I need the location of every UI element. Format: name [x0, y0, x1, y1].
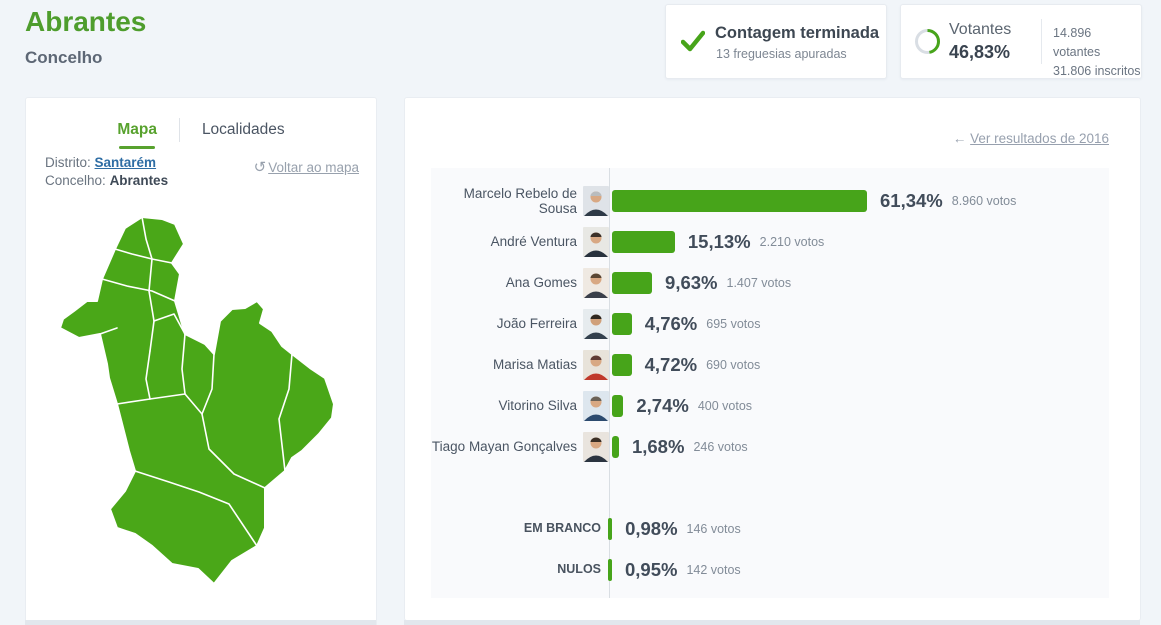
result-percent: 0,95% — [625, 558, 678, 580]
blank-votes-label: EM BRANCO — [523, 521, 601, 535]
map-tabs: Mapa Localidades — [26, 118, 376, 149]
breadcrumb: Distrito: Santarém Concelho: Abrantes — [45, 154, 168, 190]
result-row: André Ventura 15,13% 2.210 votos — [431, 221, 1109, 262]
result-row: Tiago Mayan Gonçalves 1,68% 246 votos — [431, 426, 1109, 467]
turnout-label: Votantes — [949, 21, 1012, 38]
candidate-name: Marisa Matias — [492, 357, 577, 372]
results-2016-link[interactable]: ← Ver resultados de 2016 — [953, 131, 1109, 146]
back-to-map-label: Voltar ao mapa — [268, 160, 359, 175]
turnout-voters: 14.896 votantes — [1053, 26, 1101, 59]
result-votes: 1.407 votos — [726, 275, 792, 290]
back-to-map-link[interactable]: ↺ Voltar ao mapa — [254, 158, 359, 176]
result-votes: 690 votos — [706, 357, 761, 372]
result-percent: 4,72% — [644, 353, 698, 375]
result-bar — [612, 394, 624, 417]
result-votes: 246 votos — [693, 439, 748, 454]
result-votes: 146 votos — [686, 521, 741, 536]
candidate-name: Ana Gomes — [505, 275, 577, 290]
result-bar — [612, 353, 632, 376]
result-percent: 9,63% — [665, 271, 718, 293]
candidate-name: João Ferreira — [496, 316, 577, 331]
candidate-photo — [583, 185, 609, 216]
candidate-photo — [583, 431, 609, 462]
council-value: Abrantes — [109, 173, 169, 188]
result-row: Ana Gomes 9,63% 1.407 votos — [431, 262, 1109, 303]
count-status-title: Contagem terminada — [715, 24, 880, 42]
result-percent: 0,98% — [625, 517, 678, 539]
page-title: Abrantes — [25, 6, 147, 37]
candidate-photo — [583, 267, 609, 298]
result-votes: 142 votos — [686, 562, 741, 577]
result-row: Marisa Matias 4,72% 690 votos — [431, 344, 1109, 385]
map-panel: Mapa Localidades Distrito: Santarém Conc… — [25, 97, 377, 625]
result-votes: 2.210 votos — [759, 234, 825, 249]
candidate-photo — [583, 390, 609, 421]
result-votes: 8.960 votos — [951, 193, 1017, 208]
results-panel: ← Ver resultados de 2016 Marcelo Rebelo … — [404, 97, 1141, 621]
result-bar — [612, 271, 653, 294]
candidate-name: Tiago Mayan Gonçalves — [431, 439, 577, 454]
turnout-card: Votantes 46,83% 14.896 votantes 31.806 i… — [900, 4, 1142, 79]
council-label: Concelho: — [45, 173, 106, 188]
concelho-map[interactable] — [54, 204, 348, 596]
result-votes: 695 votos — [706, 316, 761, 331]
count-status-card: Contagem terminada 13 freguesias apurada… — [665, 4, 887, 79]
turnout-percent: 46,83% — [949, 42, 1011, 62]
tab-mapa[interactable]: Mapa — [95, 121, 179, 149]
result-percent: 15,13% — [687, 230, 751, 252]
turnout-numbers: 14.896 votantes 31.806 inscritos — [1053, 24, 1141, 81]
chart-spacer — [431, 467, 1109, 508]
count-status-subtitle: 13 freguesias apuradas — [716, 47, 847, 61]
result-row: João Ferreira 4,76% 695 votos — [431, 303, 1109, 344]
result-percent: 4,76% — [644, 312, 698, 334]
candidate-photo — [583, 226, 609, 257]
check-icon — [681, 30, 705, 52]
result-row: NULOS 0,95% 142 votos — [431, 549, 1109, 590]
district-label: Distrito: — [45, 155, 91, 170]
results-chart: Marcelo Rebelo de Sousa 61,34% 8.960 vot… — [431, 168, 1109, 598]
results-2016-label: Ver resultados de 2016 — [970, 131, 1109, 146]
result-votes: 400 votos — [697, 398, 753, 413]
result-row: Vitorino Silva 2,74% 400 votos — [431, 385, 1109, 426]
result-bar — [608, 517, 613, 540]
district-link[interactable]: Santarém — [94, 155, 157, 170]
result-row: Marcelo Rebelo de Sousa 61,34% 8.960 vot… — [431, 180, 1109, 221]
turnout-registered: 31.806 inscritos — [1053, 64, 1141, 78]
result-percent: 1,68% — [631, 435, 685, 457]
tab-localidades-label: Localidades — [201, 121, 285, 138]
page-subtitle: Concelho — [25, 48, 103, 67]
result-percent: 61,34% — [880, 189, 943, 211]
candidate-name: André Ventura — [490, 234, 577, 249]
candidate-name: Marcelo Rebelo de Sousa — [463, 185, 577, 216]
undo-icon: ↺ — [253, 159, 267, 176]
tab-mapa-label: Mapa — [117, 121, 157, 138]
result-bar — [608, 558, 612, 581]
candidate-photo — [583, 349, 609, 380]
next-section-edge — [404, 620, 1140, 625]
result-percent: 2,74% — [636, 394, 689, 416]
left-arrow-icon: ← — [952, 131, 971, 146]
freguesia-borders — [99, 216, 293, 547]
candidate-photo — [583, 308, 609, 339]
null-votes-label: NULOS — [557, 562, 601, 576]
result-bar — [612, 189, 867, 212]
turnout-divider — [1041, 19, 1042, 64]
tab-active-underline — [119, 146, 156, 149]
tab-localidades[interactable]: Localidades — [180, 121, 307, 139]
progress-ring — [915, 29, 940, 54]
chart-axis — [609, 168, 610, 598]
result-bar — [612, 312, 632, 335]
next-section-edge — [25, 620, 376, 625]
result-bar — [612, 435, 619, 458]
result-bar — [612, 230, 675, 253]
result-row: EM BRANCO 0,98% 146 votos — [431, 508, 1109, 549]
candidate-name: Vitorino Silva — [498, 398, 577, 413]
tab-divider — [178, 118, 180, 142]
map-region — [59, 216, 335, 585]
